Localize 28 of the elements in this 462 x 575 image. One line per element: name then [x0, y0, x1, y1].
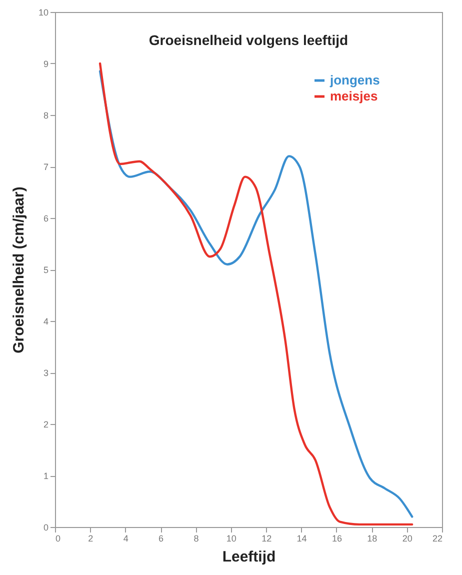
x-tick-label: 14: [296, 534, 307, 544]
x-tick-label: 6: [158, 534, 164, 544]
y-tick-label: 8: [43, 110, 48, 120]
x-tick-label: 2: [88, 534, 94, 544]
y-tick-label: 1: [43, 471, 48, 481]
y-tick-label: 6: [43, 214, 48, 224]
x-tick-label: 12: [262, 534, 272, 544]
x-tick-label: 4: [123, 534, 128, 544]
legend-label: meisjes: [330, 88, 378, 104]
x-tick-label: 0: [56, 534, 61, 544]
y-tick-label: 3: [43, 368, 48, 378]
y-tick-label: 7: [43, 162, 48, 172]
x-tick-label: 22: [432, 534, 442, 544]
x-tick-label: 8: [194, 534, 199, 544]
x-axis-title: Leeftijd: [222, 548, 276, 566]
x-tick-label: 18: [367, 534, 378, 544]
y-tick-label: 5: [43, 265, 48, 275]
y-tick-label: 9: [43, 59, 48, 69]
x-tick-label: 16: [332, 534, 342, 544]
text: Groeisnelheid volgens leeftijd: [148, 32, 348, 48]
y-tick-label: 4: [43, 316, 48, 326]
y-axis-title: Groeisnelheid (cm/jaar): [10, 186, 28, 354]
x-tick-label: 20: [402, 534, 412, 544]
y-tick-label: 10: [38, 8, 48, 18]
y-tick-label: 0: [43, 522, 48, 532]
y-tick-label: 2: [43, 420, 48, 430]
legend-label: jongens: [329, 72, 380, 88]
x-tick-label: 10: [226, 534, 236, 544]
